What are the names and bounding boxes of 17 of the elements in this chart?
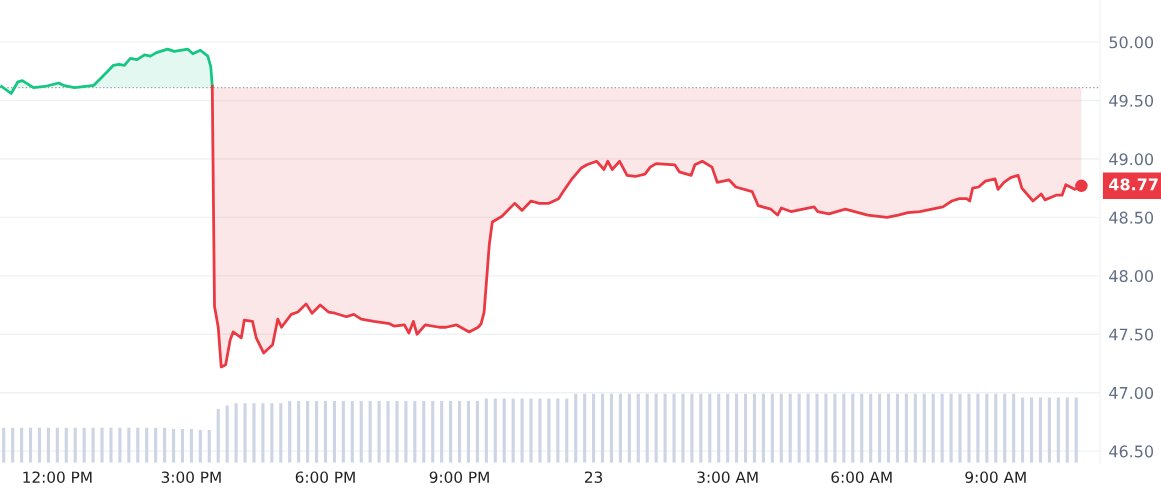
y-tick-label: 48.00 [1109, 270, 1154, 283]
x-tick-label: 6:00 PM [295, 471, 355, 483]
y-tick-label: 50.00 [1109, 36, 1154, 49]
annotation: 48.77 [1109, 178, 1158, 191]
y-tick-label: 46.50 [1109, 445, 1154, 458]
y-tick-label: 47.50 [1109, 328, 1154, 341]
x-tick-label: 6:00 AM [831, 471, 892, 483]
y-tick-label: 49.50 [1109, 94, 1154, 107]
y-tick-label: 49.00 [1109, 153, 1154, 166]
y-tick-label: 47.00 [1109, 386, 1154, 399]
x-tick-label: 12:00 PM [23, 471, 92, 483]
x-tick-label: 3:00 PM [161, 471, 221, 483]
x-tick-label: 9:00 PM [429, 471, 489, 483]
x-tick-label: 23 [584, 471, 603, 483]
x-tick-label: 3:00 AM [697, 471, 758, 483]
y-tick-label: 48.50 [1109, 211, 1154, 224]
x-tick-label: 9:00 AM [965, 471, 1026, 483]
